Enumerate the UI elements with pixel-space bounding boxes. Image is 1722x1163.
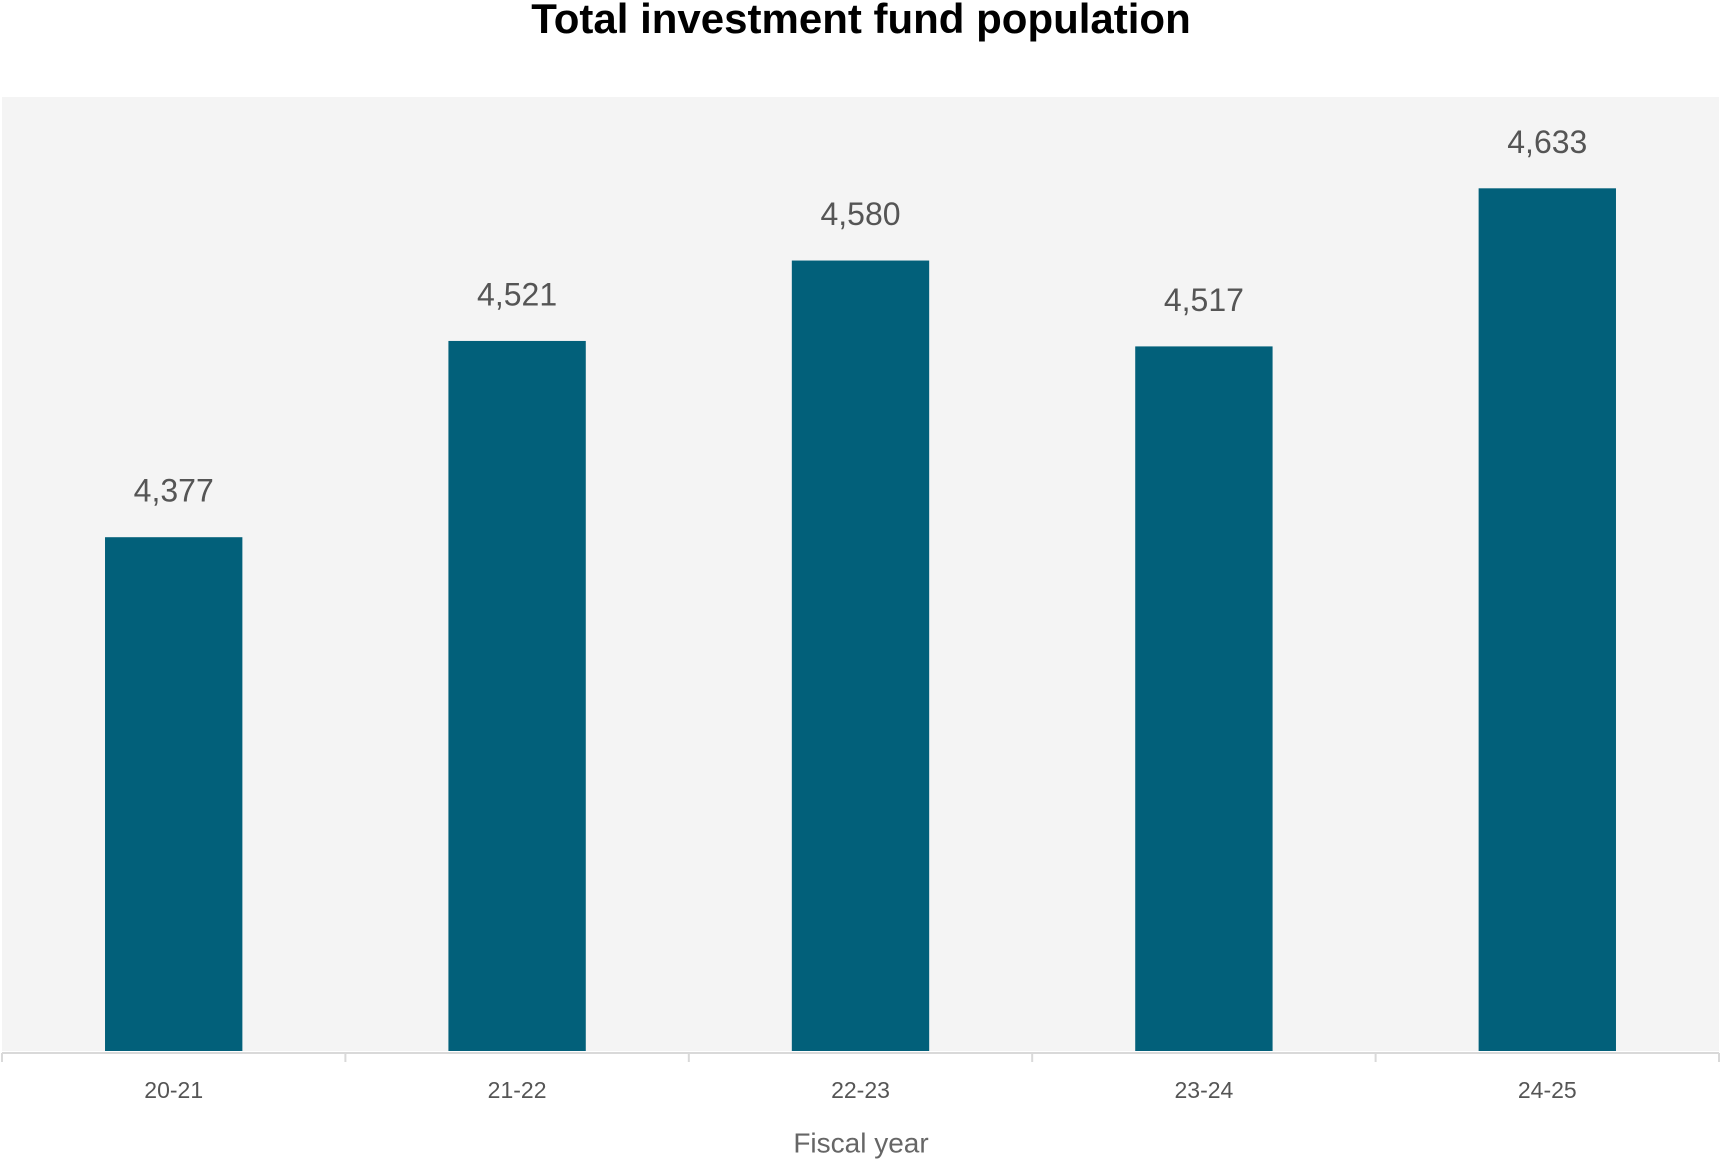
data-label: 4,517 (1164, 282, 1244, 318)
x-tick-label: 20-21 (144, 1077, 203, 1103)
x-tick-label: 22-23 (831, 1077, 890, 1103)
bar (791, 260, 930, 1051)
bar (1478, 188, 1616, 1052)
data-label: 4,521 (477, 276, 557, 312)
x-tick-label: 21-22 (488, 1077, 547, 1103)
x-axis-title: Fiscal year (793, 1127, 928, 1158)
bar (105, 537, 243, 1051)
x-tick-label: 24-25 (1518, 1077, 1577, 1103)
data-label: 4,633 (1507, 124, 1587, 160)
x-tick-label: 23-24 (1174, 1077, 1233, 1103)
data-label: 4,580 (820, 196, 900, 232)
chart-title: Total investment fund population (531, 0, 1191, 42)
bar (1135, 346, 1273, 1052)
data-label: 4,377 (134, 473, 214, 509)
bar (448, 340, 586, 1051)
